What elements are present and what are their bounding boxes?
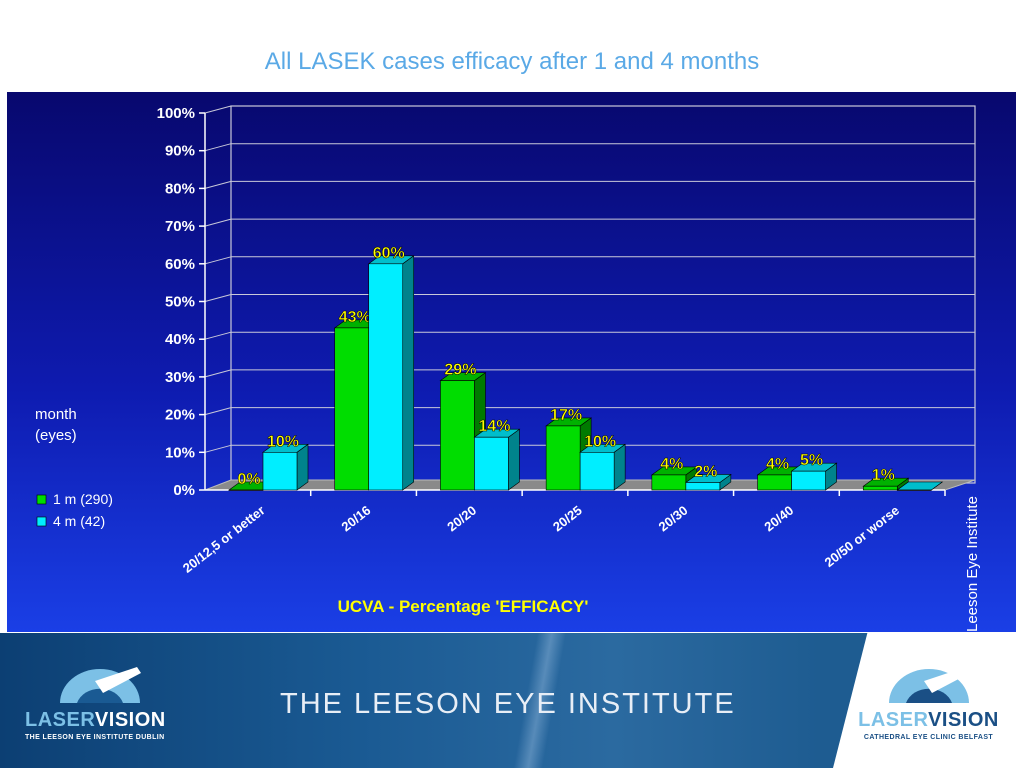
bar	[685, 482, 721, 491]
gridline-diagonal	[204, 105, 232, 114]
gridline-diagonal	[204, 294, 232, 302]
side-label: Leeson Eye Institute	[964, 496, 981, 632]
gridline-diagonal	[204, 331, 232, 340]
slide-title: All LASEK cases efficacy after 1 and 4 m…	[264, 48, 760, 75]
footer-streak	[480, 633, 600, 768]
gridline-diagonal	[204, 180, 232, 189]
gridline-diagonal	[204, 444, 232, 453]
bar	[579, 451, 615, 491]
data-label: 5%	[800, 452, 823, 469]
legend-label: 4 m (42)	[53, 513, 105, 529]
y-tick-label: 90%	[165, 143, 195, 160]
data-label: 10%	[584, 433, 616, 450]
bar-side	[508, 428, 520, 491]
legend-swatch	[36, 494, 47, 505]
x-tick-label: 20/16	[339, 503, 374, 535]
data-label: 1%	[872, 467, 895, 484]
data-label: 43%	[339, 309, 371, 326]
logo-right-vision: VISION	[928, 709, 999, 731]
y-tick-label: 0%	[173, 482, 195, 499]
logo-right-laser: LASER	[858, 709, 929, 731]
eye-dish-icon	[60, 667, 141, 703]
institute-name: THE LEESON EYE INSTITUTE	[280, 688, 736, 720]
data-label: 0%	[237, 471, 260, 488]
data-label: 4%	[660, 456, 683, 473]
y-tick-label: 20%	[165, 407, 195, 424]
data-label: 2%	[694, 463, 717, 480]
x-tick-label: 20/12,5 or better	[180, 503, 268, 576]
legend-label: 1 m (290)	[53, 491, 113, 507]
bar	[757, 474, 792, 491]
y-tick-label: 70%	[165, 218, 195, 235]
x-axis-title: UCVA - Percentage 'EFFICACY'	[338, 597, 589, 616]
logo-left-laser: LASER	[25, 709, 95, 731]
logo-left-subtitle: THE LEESON EYE INSTITUTE DUBLIN	[25, 734, 165, 741]
y-tick-label: 40%	[165, 331, 195, 348]
gridline-diagonal	[204, 143, 232, 152]
x-tick-label: 20/25	[550, 503, 585, 535]
logo-left-vision: VISION	[94, 709, 166, 731]
bar	[262, 451, 298, 491]
x-tick-label: 20/20	[444, 503, 479, 535]
bar	[440, 380, 475, 491]
bar	[474, 436, 509, 491]
gridline-diagonal	[204, 369, 232, 378]
y-tick-label: 60%	[165, 256, 195, 273]
bar	[545, 425, 581, 491]
bar	[862, 485, 898, 491]
x-tick-label: 20/40	[761, 503, 796, 535]
y-tick-label: 30%	[165, 369, 195, 386]
gridline-diagonal	[204, 256, 232, 265]
bar	[334, 327, 370, 491]
bar	[791, 470, 826, 491]
legend-title: month	[35, 406, 77, 423]
bar-chart: 0% 10% 20% 30% 40% 50% 60% 70% 80% 90% 100% 0% 10% 20…	[35, 105, 981, 632]
data-label: 10%	[267, 433, 299, 450]
x-tick-label: 20/30	[656, 503, 691, 535]
y-tick-label: 100%	[157, 105, 195, 122]
bar	[896, 489, 932, 491]
data-label: 29%	[444, 362, 476, 379]
y-tick-label: 80%	[165, 180, 195, 197]
data-label: 60%	[373, 245, 405, 262]
footer-banner: LASERVISION THE LEESON EYE INSTITUTE DUB…	[0, 633, 1024, 768]
gridline-diagonal	[204, 218, 232, 227]
gridline-diagonal	[204, 407, 232, 416]
laservision-logo-belfast: LASERVISION CATHEDRAL EYE CLINIC BELFAST	[833, 633, 1024, 768]
bar	[368, 263, 404, 491]
laservision-logo-dublin: LASERVISION THE LEESON EYE INSTITUTE DUB…	[25, 663, 175, 743]
data-label: 4%	[766, 456, 789, 473]
bar	[651, 474, 687, 491]
data-label: 17%	[550, 407, 582, 424]
y-tick-label: 10%	[165, 444, 195, 461]
legend-swatch	[36, 516, 47, 527]
bar-side	[402, 255, 415, 491]
legend-title: (eyes)	[35, 427, 77, 444]
y-tick-label: 50%	[165, 294, 195, 311]
logo-right-subtitle: CATHEDRAL EYE CLINIC BELFAST	[863, 734, 994, 741]
data-label: 14%	[478, 418, 510, 435]
eye-dish-icon	[888, 667, 970, 703]
bar	[228, 489, 264, 491]
x-tick-label: 20/50 or worse	[822, 503, 902, 570]
chart-panel: 0% 10% 20% 30% 40% 50% 60% 70% 80% 90% 100% 0% 10% 20…	[7, 92, 1016, 632]
